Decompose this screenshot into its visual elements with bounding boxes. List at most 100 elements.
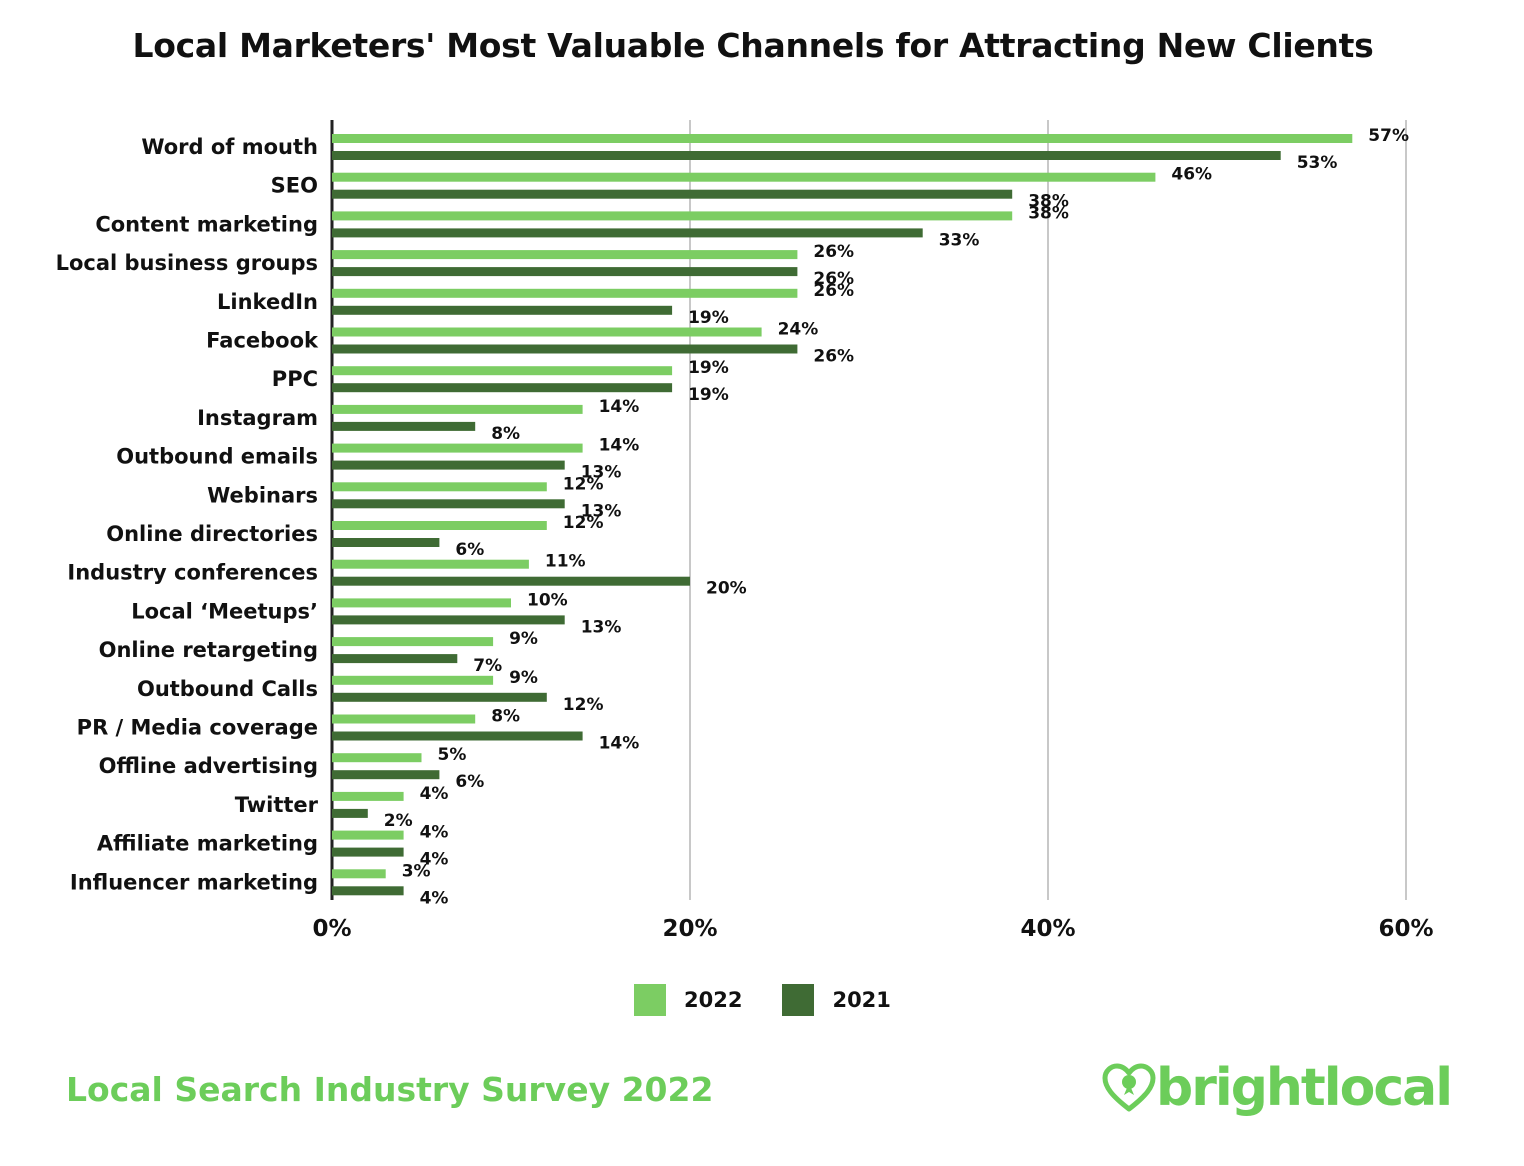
bar-2021	[332, 344, 798, 354]
bar-2021	[332, 228, 923, 238]
value-label-2022: 9%	[509, 629, 538, 649]
value-label-2021: 26%	[813, 269, 854, 289]
value-label-2021: 4%	[420, 850, 449, 870]
category-label: Facebook	[206, 329, 319, 353]
value-label-2021: 12%	[563, 695, 604, 715]
category-label: SEO	[271, 174, 318, 198]
category-label: Local ‘Meetups’	[131, 599, 318, 623]
bar-2022	[332, 791, 404, 801]
value-label-2021: 13%	[581, 501, 622, 521]
bar-2022	[332, 675, 494, 685]
value-label-2021: 7%	[473, 656, 502, 676]
value-label-2021: 13%	[581, 463, 622, 483]
value-label-2021: 53%	[1297, 153, 1338, 173]
category-label: Word of mouth	[141, 135, 318, 159]
bar-2022	[332, 288, 798, 298]
value-label-2021: 19%	[688, 308, 729, 328]
category-label: PPC	[272, 367, 318, 391]
category-label: Outbound Calls	[137, 677, 318, 701]
gridlines	[330, 120, 1407, 900]
bar-2021	[332, 770, 440, 780]
bar-2021	[332, 576, 690, 586]
value-label-2022: 8%	[491, 707, 520, 727]
value-label-2022: 12%	[563, 513, 604, 533]
value-label-2022: 26%	[813, 281, 854, 301]
bar-2022	[332, 637, 494, 647]
category-label: Outbound emails	[116, 445, 318, 469]
value-label-2022: 14%	[599, 436, 640, 456]
location-heart-icon	[1102, 1063, 1156, 1112]
legend-item-2022: 2022	[634, 984, 742, 1016]
bars	[332, 134, 1353, 896]
bar-2022	[332, 404, 583, 414]
bar-2022	[332, 443, 583, 453]
bar-2021	[332, 538, 440, 547]
legend-swatch-2022	[634, 984, 666, 1016]
labels: 0% 20% 40% 60% Word of mouth 57% 53% SEO 46% 38% C…	[56, 126, 1434, 942]
value-label-2022: 9%	[509, 668, 538, 688]
value-label-2021: 33%	[939, 230, 980, 250]
category-label: Instagram	[197, 406, 318, 430]
category-label: Affiliate marketing	[97, 832, 318, 856]
bar-2021	[332, 189, 1013, 199]
bar-2021	[332, 654, 458, 664]
value-label-2021: 14%	[599, 734, 640, 754]
value-label-2022: 24%	[778, 320, 819, 340]
bar-2021	[332, 460, 565, 470]
value-label-2022: 46%	[1171, 165, 1212, 185]
value-label-2022: 5%	[438, 745, 467, 765]
bar-2022	[332, 753, 422, 763]
value-label-2022: 57%	[1368, 126, 1409, 146]
category-label: Twitter	[235, 793, 319, 817]
bar-2021	[332, 383, 673, 393]
logo-wordmark: brightlocal	[1156, 1058, 1453, 1118]
value-label-2021: 19%	[688, 385, 729, 405]
category-label: Local business groups	[56, 251, 318, 275]
category-label: Industry conferences	[67, 561, 318, 585]
bar-2021	[332, 499, 565, 509]
bar-2022	[332, 869, 386, 879]
legend-label-2022: 2022	[684, 988, 743, 1012]
bar-2021	[332, 305, 673, 315]
category-label: LinkedIn	[217, 290, 318, 314]
legend-swatch-2021	[782, 984, 815, 1016]
bar-2022	[332, 482, 547, 492]
value-label-2022: 14%	[599, 397, 640, 417]
value-label-2021: 4%	[420, 888, 449, 908]
bar-2021	[332, 421, 476, 431]
bar-2022	[332, 134, 1353, 143]
bar-2022	[332, 559, 529, 569]
bar-2021	[332, 267, 798, 277]
value-label-2021: 6%	[455, 772, 484, 792]
value-label-2021: 38%	[1028, 192, 1069, 212]
legend-item-2021: 2021	[782, 984, 891, 1016]
category-label: Webinars	[207, 483, 318, 507]
x-tick-label: 20%	[662, 916, 717, 942]
category-label: Influencer marketing	[70, 870, 318, 894]
value-label-2022: 4%	[420, 784, 449, 804]
bar-2021	[332, 847, 404, 857]
bar-2021	[332, 692, 547, 702]
bar-2021	[332, 731, 583, 741]
value-label-2022: 3%	[402, 861, 431, 881]
category-label: Online directories	[106, 522, 318, 546]
bar-2022	[332, 366, 673, 376]
value-label-2021: 8%	[491, 424, 520, 444]
value-label-2021: 13%	[581, 617, 622, 637]
bar-2022	[332, 714, 476, 724]
value-label-2022: 38%	[1028, 203, 1069, 223]
value-label-2022: 12%	[563, 474, 604, 494]
category-label: PR / Media coverage	[77, 716, 318, 740]
bar-2022	[332, 250, 798, 260]
value-label-2022: 26%	[813, 242, 854, 262]
survey-label: Local Search Industry Survey 2022	[66, 1070, 714, 1109]
value-label-2022: 19%	[688, 358, 729, 378]
value-label-2021: 2%	[384, 811, 413, 831]
bar-2022	[332, 521, 547, 530]
value-label-2022: 11%	[545, 552, 586, 572]
bar-2022	[332, 327, 762, 337]
x-tick-label: 40%	[1020, 916, 1075, 942]
value-label-2022: 10%	[527, 590, 568, 610]
value-label-2022: 4%	[420, 823, 449, 843]
bar-chart: 0% 20% 40% 60% Word of mouth 57% 53% SEO 46% 38% C…	[56, 120, 1434, 942]
